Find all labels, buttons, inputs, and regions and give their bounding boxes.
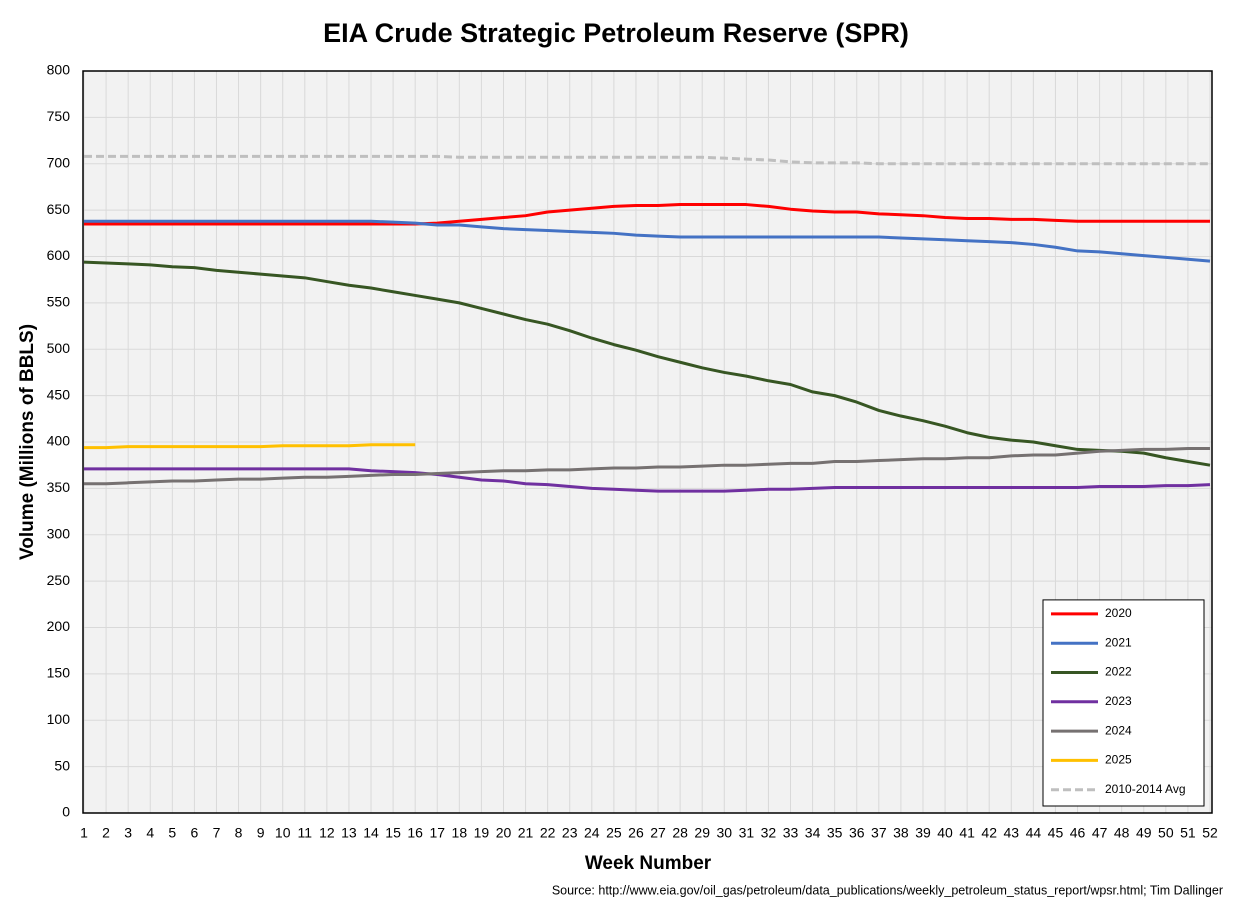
x-tick-label: 34 — [805, 825, 821, 841]
x-tick-label: 41 — [959, 825, 975, 841]
series-line — [84, 219, 1211, 263]
x-tick-label: 36 — [849, 825, 865, 841]
x-tick-label: 13 — [341, 825, 357, 841]
x-tick-label: 6 — [190, 825, 198, 841]
y-tick-label: 300 — [47, 525, 71, 541]
x-tick-label: 45 — [1048, 825, 1064, 841]
x-tick-label: 42 — [981, 825, 997, 841]
x-tick-label: 39 — [915, 825, 931, 841]
x-tick-label: 11 — [298, 825, 313, 841]
x-tick-label: 32 — [761, 825, 777, 841]
x-tick-label: 19 — [474, 825, 490, 841]
x-tick-label: 43 — [1004, 825, 1020, 841]
source-note: Source: http://www.eia.gov/oil_gas/petro… — [552, 883, 1223, 897]
y-tick-label: 200 — [47, 618, 71, 634]
y-tick-label: 500 — [47, 340, 71, 356]
x-tick-label: 15 — [385, 825, 401, 841]
legend-label: 2025 — [1105, 753, 1132, 767]
x-tick-label: 47 — [1092, 825, 1108, 841]
x-tick-label: 27 — [650, 825, 666, 841]
x-tick-label: 14 — [363, 825, 379, 841]
x-tick-label: 49 — [1136, 825, 1152, 841]
chart-title: EIA Crude Strategic Petroleum Reserve (S… — [323, 18, 909, 48]
x-tick-label: 10 — [275, 825, 291, 841]
y-tick-label: 250 — [47, 572, 71, 588]
legend-label: 2010-2014 Avg — [1105, 782, 1186, 796]
series-line — [84, 203, 1210, 226]
x-tick-label: 44 — [1026, 825, 1042, 841]
y-tick-label: 50 — [54, 757, 70, 773]
legend-label: 2024 — [1105, 723, 1132, 737]
y-tick-label: 600 — [47, 247, 71, 263]
x-tick-label: 12 — [319, 825, 335, 841]
x-tick-label: 35 — [827, 825, 843, 841]
plot-border — [82, 70, 1213, 814]
x-tick-label: 2 — [102, 825, 110, 841]
legend-label: 2023 — [1105, 694, 1132, 708]
x-tick-label: 46 — [1070, 825, 1086, 841]
legend-label: 2022 — [1105, 665, 1132, 679]
x-tick-label: 31 — [739, 825, 755, 841]
series-line — [84, 443, 416, 450]
x-tick-label: 1 — [80, 825, 88, 841]
x-tick-label: 17 — [429, 825, 445, 841]
x-tick-label: 25 — [606, 825, 622, 841]
x-tick-label: 21 — [518, 825, 534, 841]
y-tick-label: 450 — [47, 386, 71, 402]
y-tick-label: 550 — [47, 294, 71, 310]
x-axis-label: Week Number — [585, 853, 712, 874]
x-tick-label: 29 — [694, 825, 710, 841]
y-tick-label: 100 — [47, 711, 71, 727]
x-tick-label: 16 — [407, 825, 423, 841]
x-tick-label: 7 — [213, 825, 221, 841]
y-tick-label: 400 — [47, 433, 71, 449]
x-tick-label: 30 — [716, 825, 732, 841]
x-tick-label: 50 — [1158, 825, 1174, 841]
x-tick-label: 48 — [1114, 825, 1130, 841]
x-tick-label: 33 — [783, 825, 799, 841]
series-line — [84, 467, 1211, 493]
x-tick-label: 8 — [235, 825, 243, 841]
x-tick-label: 3 — [124, 825, 132, 841]
x-tick-label: 51 — [1180, 825, 1196, 841]
y-tick-label: 150 — [47, 665, 71, 681]
x-tick-label: 20 — [496, 825, 512, 841]
x-tick-label: 37 — [871, 825, 887, 841]
x-tick-label: 26 — [628, 825, 644, 841]
series-line — [83, 260, 1211, 467]
x-tick-label: 23 — [562, 825, 578, 841]
x-tick-label: 24 — [584, 825, 600, 841]
x-tick-label: 28 — [672, 825, 688, 841]
x-tick-label: 22 — [540, 825, 556, 841]
x-tick-label: 40 — [937, 825, 953, 841]
x-tick-label: 18 — [452, 825, 468, 841]
y-tick-label: 350 — [47, 479, 71, 495]
legend-label: 2020 — [1105, 606, 1132, 620]
y-tick-label: 750 — [47, 108, 71, 124]
legend-label: 2021 — [1105, 635, 1132, 649]
y-tick-label: 800 — [47, 62, 71, 78]
y-tick-label: 650 — [47, 201, 71, 217]
x-tick-label: 5 — [168, 825, 176, 841]
y-axis-label: Volume (Millions of BBLS) — [17, 324, 38, 560]
y-tick-label: 700 — [47, 154, 71, 170]
series-line — [84, 446, 1210, 486]
y-tick-label: 0 — [62, 804, 70, 820]
x-tick-label: 9 — [257, 825, 265, 841]
series-line — [84, 154, 1210, 166]
x-tick-label: 4 — [146, 825, 154, 841]
x-tick-label: 38 — [893, 825, 909, 841]
x-tick-label: 52 — [1202, 825, 1218, 841]
